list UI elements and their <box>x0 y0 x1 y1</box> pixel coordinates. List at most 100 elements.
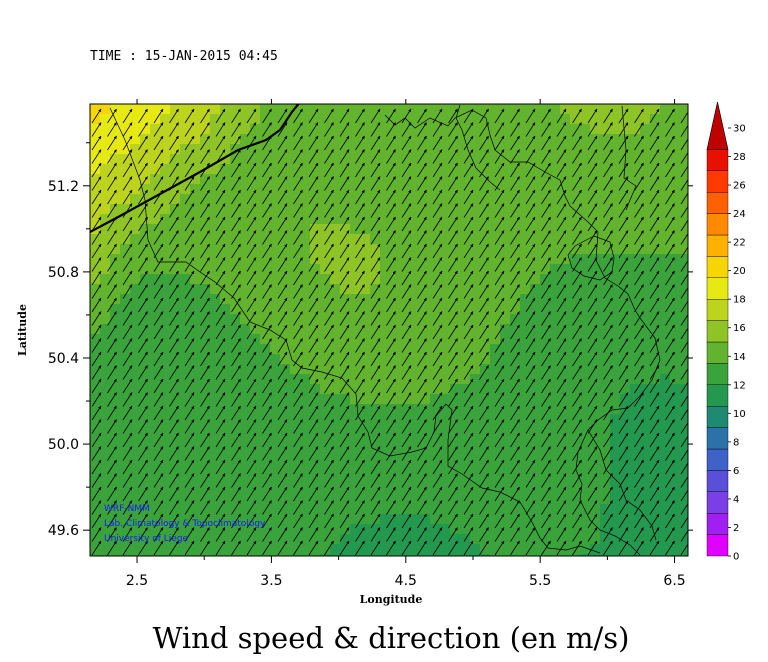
field-cell <box>300 344 311 355</box>
field-cell <box>110 454 121 465</box>
field-cell <box>600 154 611 165</box>
field-cell <box>270 214 281 225</box>
field-cell <box>490 534 501 545</box>
field-cell <box>630 314 641 325</box>
field-cell <box>540 204 551 215</box>
field-cell <box>610 304 621 315</box>
field-cell <box>440 534 451 545</box>
field-cell <box>220 124 231 135</box>
field-cell <box>360 234 371 245</box>
field-cell <box>200 244 211 255</box>
field-cell <box>260 434 271 445</box>
field-cell <box>490 444 501 455</box>
field-cell <box>590 164 601 175</box>
wind-arrow <box>107 189 117 205</box>
field-cell <box>580 274 591 285</box>
wind-arrow <box>107 284 117 299</box>
wind-arrow <box>510 216 520 232</box>
wind-arrow <box>153 108 164 124</box>
wind-arrow <box>401 135 412 151</box>
field-cell <box>290 144 301 155</box>
wind-arrow <box>138 311 148 326</box>
field-cell <box>590 314 601 325</box>
field-cell <box>660 314 671 325</box>
field-cell <box>120 454 131 465</box>
field-cell <box>160 134 171 145</box>
field-cell <box>530 154 541 165</box>
field-cell <box>190 424 201 435</box>
field-cell <box>280 224 291 235</box>
field-cell <box>320 264 331 275</box>
wind-arrow <box>339 122 350 137</box>
wind-arrow <box>370 149 381 164</box>
field-cell <box>380 314 391 325</box>
field-cell <box>490 284 501 295</box>
field-cell <box>520 324 531 335</box>
wind-arrow <box>680 284 688 299</box>
field-cell <box>330 384 341 395</box>
field-cell <box>590 294 601 305</box>
field-cell <box>320 124 331 135</box>
field-cell <box>190 314 201 325</box>
field-cell <box>270 374 281 385</box>
wind-arrow <box>680 162 688 178</box>
field-cell <box>130 194 141 205</box>
field-cell <box>160 174 171 185</box>
field-cell <box>260 404 271 415</box>
field-cell <box>230 214 241 225</box>
field-cell <box>610 454 621 465</box>
field-cell <box>90 124 101 135</box>
field-cell <box>540 554 551 556</box>
border-line <box>621 105 637 211</box>
field-cell <box>330 234 341 245</box>
field-cell <box>630 214 641 225</box>
field-cell <box>360 274 371 285</box>
field-cell <box>390 534 401 545</box>
field-cell <box>380 144 391 155</box>
field-cell <box>370 414 381 425</box>
field-cell <box>600 254 611 265</box>
field-cell <box>270 424 281 435</box>
field-cell <box>130 474 141 485</box>
field-cell <box>130 314 141 325</box>
field-cell <box>270 384 281 395</box>
wind-arrow <box>665 149 675 164</box>
field-cell <box>650 324 661 335</box>
field-cell <box>670 104 681 115</box>
field-cell <box>330 124 341 135</box>
wind-arrow <box>479 162 489 178</box>
field-cell <box>220 414 231 425</box>
field-cell <box>370 164 381 175</box>
field-cell <box>610 224 621 235</box>
wind-arrow <box>153 149 164 164</box>
wind-arrow <box>494 149 505 164</box>
wind-arrow <box>200 257 210 272</box>
field-cell <box>300 494 311 505</box>
field-cell <box>140 504 151 515</box>
field-cell <box>110 534 121 545</box>
wind-arrow <box>370 270 381 286</box>
field-cell <box>430 364 441 375</box>
field-cell <box>220 464 231 475</box>
field-cell <box>360 374 371 385</box>
field-cell <box>670 454 681 465</box>
field-cell <box>500 204 511 215</box>
field-cell <box>110 344 121 355</box>
field-cell <box>320 444 331 455</box>
field-cell <box>590 554 601 556</box>
field-cell <box>590 144 601 155</box>
field-cell <box>210 274 221 285</box>
field-cell <box>440 364 451 375</box>
field-cell <box>400 224 411 235</box>
field-cell <box>150 484 161 495</box>
wind-arrow <box>184 108 195 124</box>
field-cell <box>410 384 421 395</box>
field-cell <box>390 314 401 325</box>
wind-arrow <box>587 189 598 205</box>
field-cell <box>190 414 201 425</box>
field-cell <box>500 134 511 145</box>
field-cell <box>90 364 101 375</box>
wind-arrow <box>339 297 350 313</box>
field-cell <box>420 304 431 315</box>
wind-arrow <box>355 189 365 205</box>
